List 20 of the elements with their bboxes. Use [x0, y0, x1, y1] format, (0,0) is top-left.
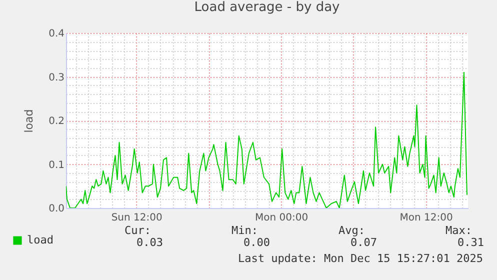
- text: Last update: Mon Dec 15 15:27:01 2025: [238, 252, 483, 265]
- y-tick-label: 0.1: [48, 160, 64, 171]
- y-axis-title: load: [22, 109, 36, 133]
- text: 0.03: [136, 236, 163, 250]
- legend-label: load: [27, 234, 54, 246]
- y-tick-label: 0.2: [48, 116, 64, 127]
- text: Min:: [230, 224, 258, 238]
- x-tick-label: Mon 00:00: [255, 212, 308, 224]
- text: 0.07: [350, 236, 377, 250]
- text: Max:: [444, 224, 472, 238]
- text: 0.00: [242, 236, 270, 250]
- x-tick-label: Sun 12:00: [111, 212, 162, 224]
- y-tick-label: 0.0: [48, 204, 64, 214]
- text: Avg:: [338, 224, 365, 238]
- y-tick-label: 0.3: [48, 72, 64, 84]
- text: Cur:: [124, 224, 151, 238]
- text: 0.31: [456, 236, 484, 250]
- x-tick-label: Mon 12:00: [400, 212, 453, 224]
- chart-title: Load average - by day: [194, 0, 340, 15]
- y-tick-label: 0.4: [48, 28, 64, 40]
